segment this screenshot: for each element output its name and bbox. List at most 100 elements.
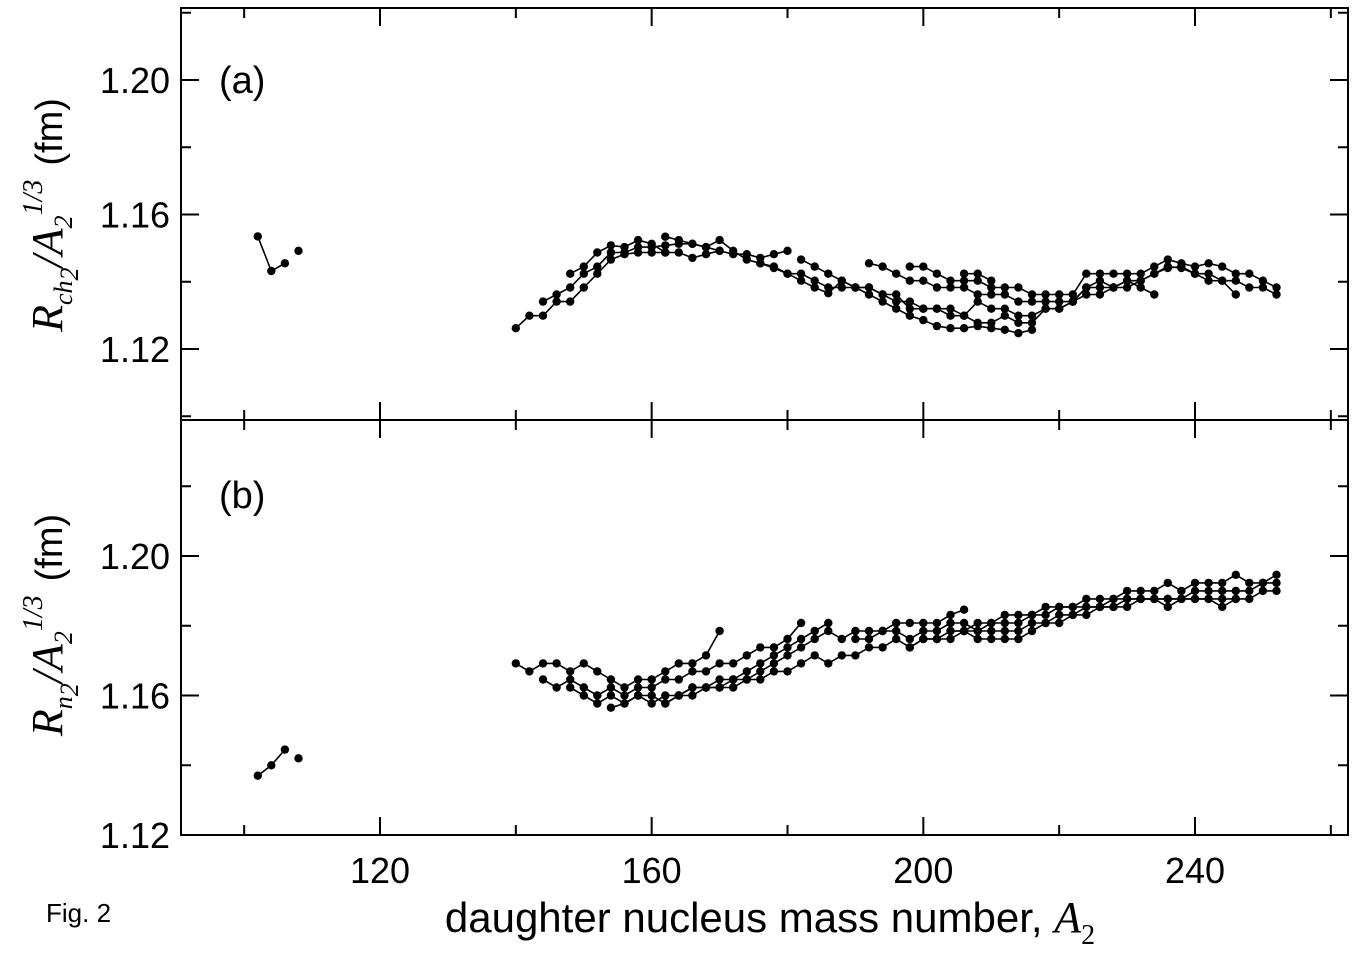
data-point <box>946 635 954 643</box>
x-tick-label-1: 160 <box>622 850 682 891</box>
data-point <box>1082 595 1090 603</box>
data-point <box>1041 619 1049 627</box>
data-point <box>770 262 778 270</box>
data-point <box>838 651 846 659</box>
data-point <box>1028 627 1036 635</box>
data-point <box>620 683 628 691</box>
data-point <box>648 240 656 248</box>
y-label-b-denom-sub: 2 <box>49 631 78 644</box>
data-point <box>1096 595 1104 603</box>
data-point <box>783 651 791 659</box>
data-point <box>715 675 723 683</box>
data-point <box>1245 283 1253 291</box>
series-1-3 <box>539 619 806 700</box>
data-point <box>1150 262 1158 270</box>
data-point <box>648 691 656 699</box>
data-point <box>661 233 669 241</box>
data-point <box>770 659 778 667</box>
data-point <box>593 262 601 270</box>
data-point <box>580 659 588 667</box>
data-point <box>1177 587 1185 595</box>
data-point <box>906 297 914 305</box>
data-point <box>661 691 669 699</box>
data-point <box>1137 270 1145 278</box>
series-1-1 <box>294 754 302 762</box>
data-point <box>1014 297 1022 305</box>
data-point <box>851 635 859 643</box>
data-point <box>974 627 982 635</box>
x-tick-label-0: 120 <box>350 850 410 891</box>
x-tick-label-2: 200 <box>893 850 953 891</box>
data-point <box>919 316 927 324</box>
series-1-0 <box>254 745 289 780</box>
data-point <box>1055 611 1063 619</box>
series-line <box>760 263 1154 323</box>
y-axis-label-b: Rn2/A21/3(fm) <box>18 514 84 737</box>
panel-frame-0 <box>181 8 1348 420</box>
data-point <box>974 635 982 643</box>
data-point <box>906 643 914 651</box>
data-point <box>783 667 791 675</box>
data-point <box>865 627 873 635</box>
data-point <box>702 683 710 691</box>
data-point <box>1001 326 1009 334</box>
data-point <box>525 667 533 675</box>
data-point <box>811 262 819 270</box>
data-point <box>580 262 588 270</box>
y-label-a-sup: 1/3 <box>18 180 49 216</box>
data-point <box>933 635 941 643</box>
data-point <box>1232 587 1240 595</box>
data-point <box>688 683 696 691</box>
data-point <box>539 675 547 683</box>
data-point <box>661 699 669 707</box>
data-point <box>1232 595 1240 603</box>
data-point <box>987 635 995 643</box>
data-point <box>648 675 656 683</box>
data-point <box>1123 603 1131 611</box>
data-point <box>688 667 696 675</box>
data-point <box>1123 587 1131 595</box>
data-point <box>933 322 941 330</box>
data-point <box>919 635 927 643</box>
data-point <box>865 635 873 643</box>
data-point <box>919 305 927 313</box>
x-label-text: daughter nucleus mass number, <box>445 894 1054 941</box>
data-point <box>552 683 560 691</box>
data-point <box>715 236 723 244</box>
data-point <box>892 635 900 643</box>
y-label-b-sup: 1/3 <box>18 595 49 631</box>
panel-a-label: (a) <box>219 60 265 102</box>
data-point <box>811 651 819 659</box>
axis-ticks: 1.121.161.201.121.161.20120 160 200 240 <box>100 8 1348 891</box>
data-point <box>960 312 968 320</box>
y-axis-label-a: Rch2/A21/3(fm) <box>18 98 84 333</box>
data-point <box>1109 603 1117 611</box>
data-point <box>1069 290 1077 298</box>
data-point <box>946 277 954 285</box>
data-point <box>729 675 737 683</box>
data-point <box>1218 277 1226 285</box>
data-point <box>987 305 995 313</box>
y-tick-label-0-2: 1.20 <box>100 60 170 101</box>
data-point <box>1164 603 1172 611</box>
data-point <box>865 259 873 267</box>
data-point <box>539 297 547 305</box>
data-point <box>878 643 886 651</box>
data-point <box>851 283 859 291</box>
data-point <box>906 277 914 285</box>
data-point <box>974 619 982 627</box>
data-point <box>675 675 683 683</box>
data-point <box>1150 290 1158 298</box>
data-point <box>634 675 642 683</box>
data-point <box>824 270 832 278</box>
data-point <box>824 619 832 627</box>
y-label-a-main: R <box>23 305 72 333</box>
data-point <box>675 248 683 256</box>
data-point <box>1191 587 1199 595</box>
data-point <box>1055 603 1063 611</box>
data-point <box>1272 571 1280 579</box>
x-axis-label: daughter nucleus mass number, A2 <box>445 893 1095 951</box>
data-point <box>1014 283 1022 291</box>
data-point <box>1164 595 1172 603</box>
data-point <box>1069 603 1077 611</box>
